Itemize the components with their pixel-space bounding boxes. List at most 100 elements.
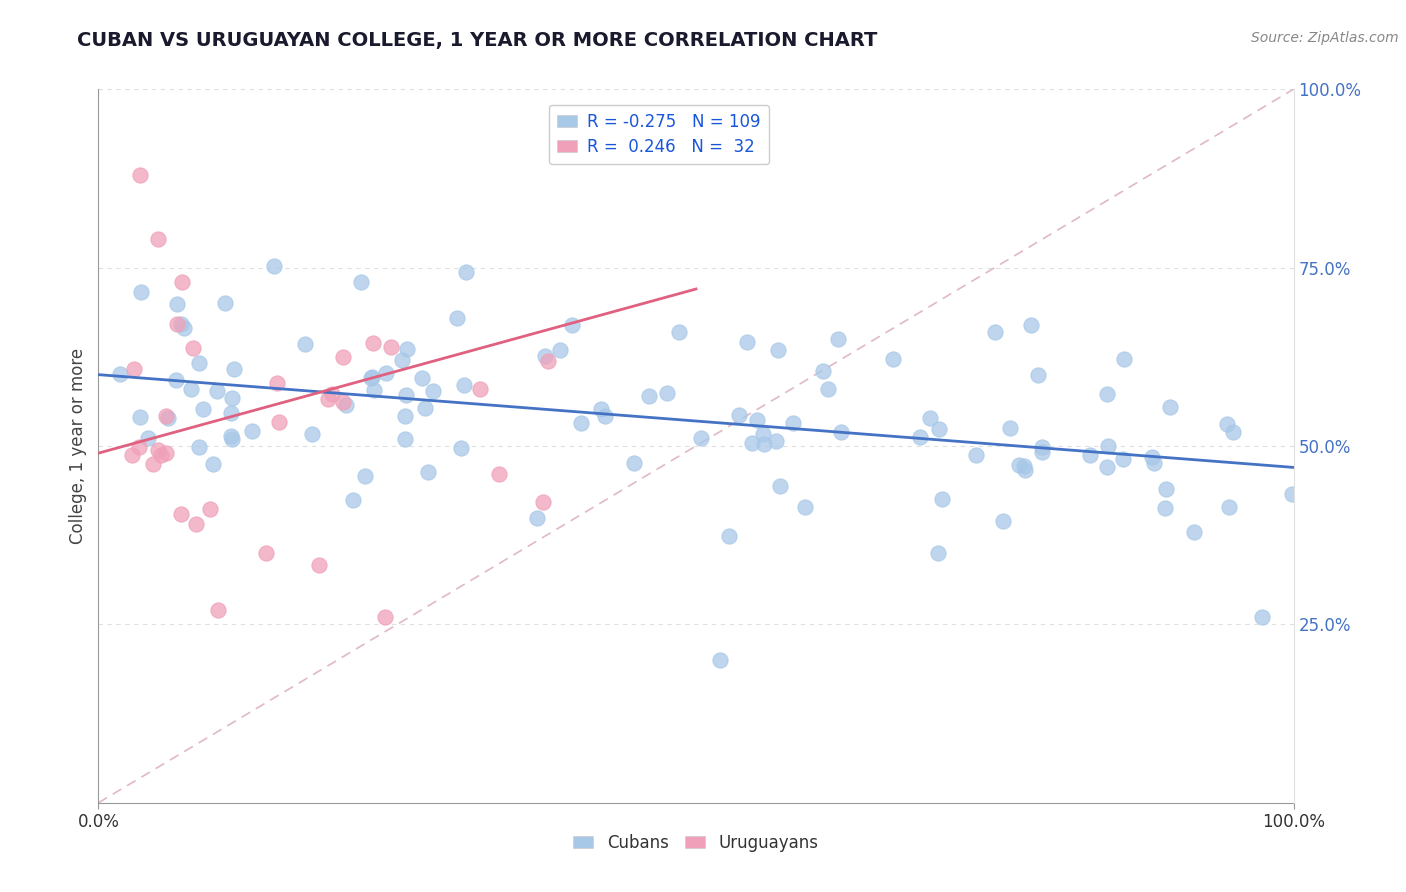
Point: [301, 427, 323, 442]
Point: [395, 388, 418, 402]
Point: [569, 416, 592, 430]
Point: [488, 467, 510, 482]
Point: [416, 465, 439, 479]
Point: [752, 427, 775, 442]
Point: [363, 335, 385, 350]
Point: [1031, 445, 1053, 459]
Point: [1182, 525, 1205, 540]
Point: [1153, 500, 1175, 515]
Point: [263, 259, 285, 273]
Point: [380, 340, 402, 354]
Point: [533, 349, 555, 363]
Point: [623, 456, 645, 470]
Point: [221, 392, 243, 406]
Point: [181, 341, 204, 355]
Point: [456, 265, 478, 279]
Point: [170, 317, 193, 331]
Point: [1154, 482, 1177, 496]
Point: [172, 275, 194, 289]
Point: [1031, 440, 1053, 454]
Point: [453, 377, 475, 392]
Point: [965, 448, 987, 462]
Point: [411, 371, 433, 385]
Point: [129, 168, 152, 182]
Point: [908, 429, 931, 443]
Point: [207, 603, 229, 617]
Point: [128, 409, 150, 424]
Point: [191, 402, 214, 417]
Point: [1097, 439, 1119, 453]
Point: [173, 321, 195, 335]
Point: [1014, 463, 1036, 477]
Point: [332, 351, 354, 365]
Point: [668, 325, 690, 339]
Point: [561, 318, 583, 333]
Point: [1095, 459, 1118, 474]
Point: [267, 415, 290, 429]
Point: [1143, 457, 1166, 471]
Point: [1095, 387, 1118, 401]
Point: [531, 495, 554, 509]
Point: [931, 492, 953, 507]
Point: [188, 440, 211, 454]
Point: [1140, 450, 1163, 464]
Point: [470, 382, 492, 396]
Point: [593, 409, 616, 423]
Point: [374, 366, 396, 380]
Point: [148, 232, 170, 246]
Point: [918, 410, 941, 425]
Point: [180, 383, 202, 397]
Point: [927, 546, 949, 560]
Point: [254, 546, 277, 560]
Point: [793, 500, 815, 514]
Point: [1281, 486, 1303, 500]
Point: [765, 434, 787, 448]
Point: [214, 295, 236, 310]
Point: [110, 367, 132, 381]
Text: Source: ZipAtlas.com: Source: ZipAtlas.com: [1251, 31, 1399, 45]
Point: [591, 401, 613, 416]
Point: [827, 333, 849, 347]
Point: [1218, 500, 1240, 515]
Point: [998, 421, 1021, 435]
Point: [717, 529, 740, 543]
Point: [266, 376, 288, 391]
Point: [363, 383, 385, 397]
Point: [361, 369, 384, 384]
Legend: Cubans, Uruguayans: Cubans, Uruguayans: [567, 828, 825, 859]
Point: [188, 356, 211, 370]
Point: [374, 610, 396, 624]
Point: [294, 336, 316, 351]
Point: [396, 343, 419, 357]
Point: [155, 446, 177, 460]
Point: [928, 422, 950, 436]
Point: [422, 384, 444, 399]
Point: [354, 469, 377, 483]
Point: [446, 310, 468, 325]
Point: [219, 428, 242, 442]
Point: [242, 425, 264, 439]
Point: [638, 389, 661, 403]
Point: [728, 408, 751, 422]
Point: [1216, 417, 1239, 431]
Point: [769, 479, 792, 493]
Point: [321, 387, 343, 401]
Point: [219, 406, 242, 420]
Point: [129, 285, 152, 300]
Point: [813, 364, 835, 378]
Point: [201, 457, 224, 471]
Point: [142, 457, 165, 471]
Point: [221, 432, 243, 446]
Point: [548, 343, 571, 357]
Point: [166, 297, 188, 311]
Point: [526, 510, 548, 524]
Point: [1112, 451, 1135, 466]
Point: [450, 442, 472, 456]
Point: [335, 398, 357, 412]
Point: [184, 516, 207, 531]
Point: [156, 411, 179, 425]
Point: [1012, 458, 1035, 473]
Point: [984, 325, 1007, 339]
Point: [394, 409, 416, 424]
Point: [766, 343, 789, 357]
